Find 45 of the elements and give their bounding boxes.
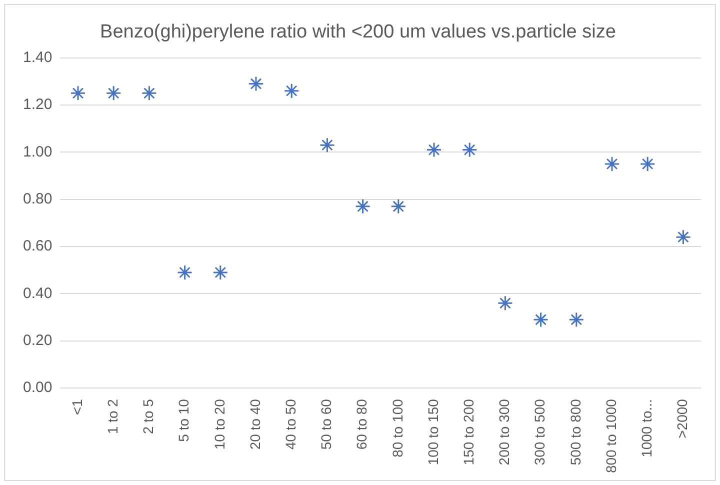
y-tick-label: 0.60 [22, 238, 52, 255]
y-tick-label: 1.00 [22, 143, 52, 160]
y-tick-label: 0.40 [22, 284, 52, 302]
point [675, 229, 691, 245]
point [106, 85, 122, 101]
x-tick-label: 50 to 60 [318, 398, 334, 450]
point [533, 312, 549, 328]
point [70, 85, 86, 101]
x-tick-label: 500 to 800 [567, 398, 584, 466]
y-tick-label: 1.40 [22, 48, 52, 66]
x-tick-label: 60 to 80 [354, 398, 370, 450]
point [640, 156, 656, 172]
point [568, 312, 584, 328]
y-tick-label: 0.20 [22, 332, 52, 350]
point [284, 83, 300, 99]
x-tick-label: <1 [68, 398, 85, 416]
y-tick-label: 1.20 [22, 96, 52, 114]
x-tick-label: 40 to 50 [282, 398, 298, 450]
point [141, 85, 157, 101]
point [390, 198, 406, 214]
point [319, 137, 335, 153]
x-tick-label: 150 to 200 [460, 398, 476, 466]
x-tick-label: 1000 to... [638, 399, 654, 458]
point [604, 156, 620, 172]
x-tick-label: 1 to 2 [104, 398, 120, 434]
point [212, 264, 228, 280]
x-tick-label: 100 to 150 [424, 398, 441, 466]
x-tick-label: 10 to 20 [211, 398, 228, 450]
x-tick-label: 300 to 500 [532, 398, 548, 466]
point [248, 76, 264, 92]
x-tick-label: 80 to 100 [389, 398, 406, 458]
point [426, 142, 442, 158]
x-tick-label: 200 to 300 [496, 398, 512, 466]
x-tick-label: 2 to 5 [140, 398, 156, 434]
x-tick-label: 20 to 40 [246, 398, 263, 450]
point [462, 142, 478, 158]
x-tick-label: >2000 [674, 398, 690, 438]
point [177, 264, 193, 280]
point [497, 295, 513, 311]
chart-title: Benzo(ghi)perylene ratio with <200 um values vs.particle size [100, 22, 616, 43]
y-tick-label: 0.80 [22, 190, 52, 208]
x-tick-label: 800 to 1000 [602, 398, 619, 474]
x-tick-label: 5 to 10 [176, 398, 192, 442]
y-tick-label: 0.00 [22, 379, 52, 396]
point [355, 198, 371, 214]
